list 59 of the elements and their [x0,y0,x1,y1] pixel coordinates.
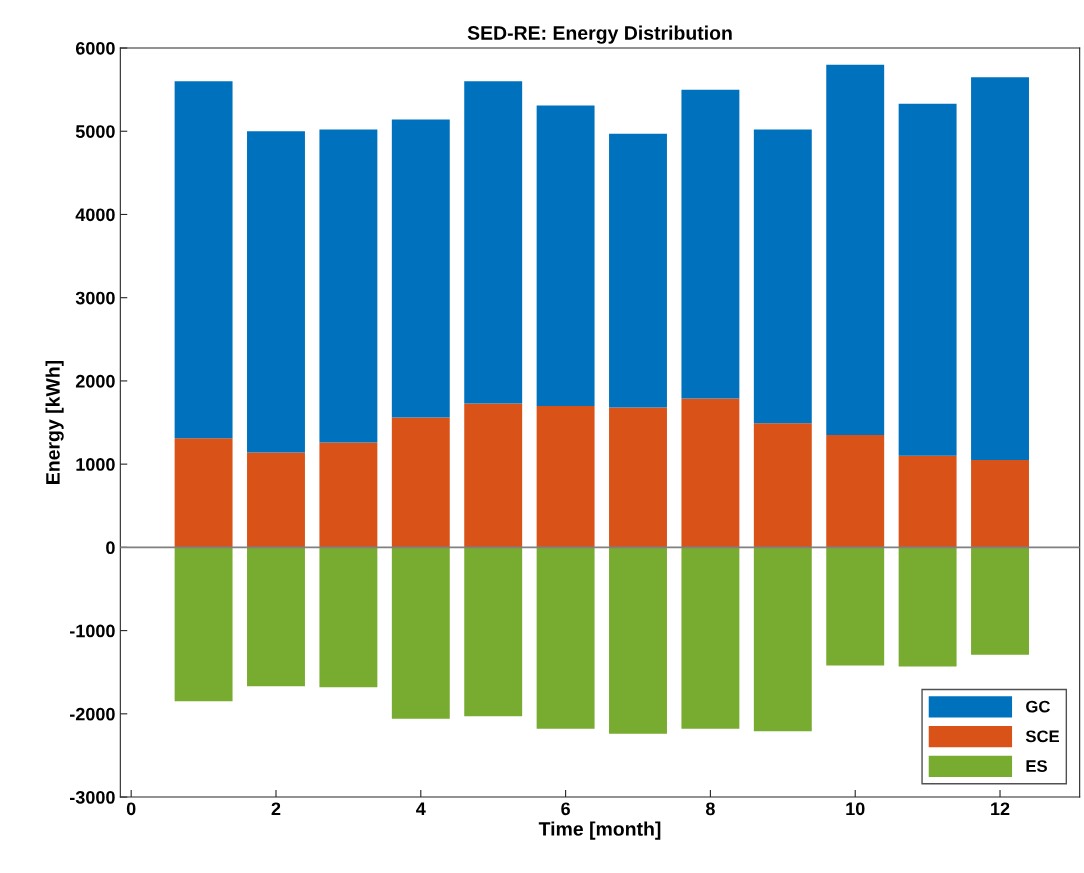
bar [681,89,740,399]
legend-label: ES [1026,760,1047,772]
x-tick-label: 4 [416,802,426,815]
y-tick-label: -3000 [69,790,115,804]
x-tick-label: 0 [126,802,136,816]
x-tick-label: 12 [991,802,1010,815]
bar [898,103,957,456]
bar [464,403,523,548]
bar [898,547,957,667]
bar [319,129,378,443]
y-tick-label: 0 [106,541,115,555]
bar [826,435,885,548]
bar [681,547,740,729]
bar [536,405,595,548]
bar [609,547,667,734]
bar [319,547,378,688]
bar [681,398,740,548]
legend-label: GC [1026,700,1050,713]
bar [971,77,1029,460]
x-tick-label: 8 [705,802,715,816]
bar [536,547,595,729]
y-tick-label: 1000 [76,458,115,471]
bar [826,64,885,436]
bar [247,452,305,548]
y-tick-label: 6000 [75,41,115,55]
bar [609,133,667,408]
bar [174,81,233,439]
bar [753,547,812,732]
bar [826,547,885,666]
bar [753,423,812,548]
bar [464,547,523,717]
bar [391,547,450,719]
y-tick-label: -1000 [69,624,115,638]
y-tick-label: 3000 [75,291,115,305]
chart-title: SED-RE: Energy Distribution [467,25,732,44]
y-tick-label: 2000 [75,374,115,388]
bar [898,455,957,548]
bar [174,547,233,702]
bar [247,131,305,453]
bar [247,547,305,687]
bar [464,81,523,404]
bar [536,105,595,406]
y-axis-title: Energy [kWh] [45,360,64,484]
bar [971,547,1029,655]
legend-label: SCE [1025,730,1060,743]
bar [971,459,1029,548]
bar [609,407,667,548]
bar [174,438,233,548]
x-tick-label: 10 [846,802,865,816]
bar [319,442,378,548]
y-tick-label: 5000 [75,125,115,138]
bar [753,129,812,424]
bar [391,417,450,548]
x-tick-label: 2 [271,802,281,815]
x-axis-title: Time [month] [538,821,661,840]
bar [391,119,450,418]
x-tick-label: 6 [561,802,570,816]
y-tick-label: -2000 [69,707,115,721]
y-tick-label: 4000 [75,208,115,222]
